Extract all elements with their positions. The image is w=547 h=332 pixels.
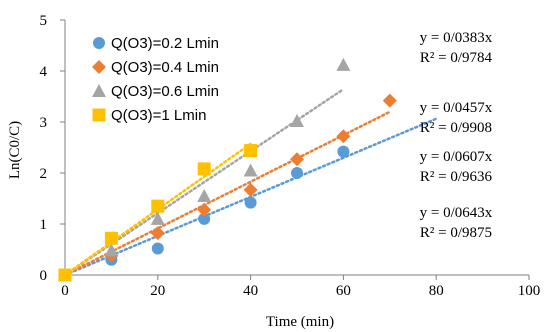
trendline-r-squared: R² = 0/9636 <box>420 169 493 185</box>
legend-marker <box>92 108 106 122</box>
trendline <box>63 110 392 277</box>
trendline-equation: y = 0/0643x <box>420 205 493 221</box>
data-point <box>104 231 118 245</box>
data-points <box>58 57 397 282</box>
data-point <box>382 93 397 108</box>
y-tick-label: 1 <box>40 217 48 233</box>
trendline <box>63 142 252 277</box>
legend-marker <box>92 84 106 97</box>
data-point <box>244 144 258 158</box>
trendline-equations: y = 0/0383x R² = 0/9784 y = 0/0457x R² = 0/… <box>420 30 493 241</box>
trendline-r-squared: R² = 0/9784 <box>420 50 493 66</box>
data-point <box>104 243 119 257</box>
x-tick-label: 80 <box>429 283 444 299</box>
y-axis-title: Ln(C0/C) <box>7 121 23 179</box>
y-tick-label: 4 <box>40 64 48 80</box>
data-point <box>243 182 258 197</box>
data-point <box>243 163 258 177</box>
legend-label: Q(O3)=0.2 Lmin <box>111 35 219 52</box>
data-point <box>151 199 165 213</box>
data-point <box>197 162 211 176</box>
x-tick-label: 40 <box>243 283 258 299</box>
trendline-equation: y = 0/0457x <box>420 100 493 116</box>
data-point <box>58 268 72 282</box>
legend-label: Q(O3)=1 Lmin <box>111 107 206 124</box>
y-tick-label: 0 <box>40 268 48 284</box>
data-point <box>291 167 303 179</box>
axes: 0 20 40 60 80 100 0 1 2 3 4 5 <box>40 13 541 299</box>
data-point <box>336 57 351 71</box>
trendline-equation: y = 0/0383x <box>420 30 493 46</box>
x-tick-label: 20 <box>150 283 165 299</box>
y-tick-label: 5 <box>40 13 48 29</box>
legend-label: Q(O3)=0.6 Lmin <box>111 83 219 100</box>
data-point <box>197 202 212 217</box>
data-point <box>336 129 351 144</box>
legend-marker <box>93 37 105 49</box>
data-point <box>290 152 304 167</box>
x-axis-title: Time (min) <box>266 314 334 330</box>
y-tick-label: 3 <box>40 115 48 131</box>
data-point <box>150 226 165 241</box>
y-tick-label: 2 <box>40 166 48 182</box>
trendline-r-squared: R² = 0/9908 <box>420 120 492 136</box>
data-point <box>151 242 164 255</box>
data-point <box>337 145 350 158</box>
data-point <box>198 212 211 225</box>
trendline-r-squared: R² = 0/9875 <box>420 225 492 241</box>
x-tick-label: 100 <box>518 283 541 299</box>
x-tick-label: 0 <box>61 283 69 299</box>
legend: Q(O3)=0.2 Lmin Q(O3)=0.4 Lmin Q(O3)=0.6 Lm… <box>92 35 219 124</box>
x-tick-label: 60 <box>336 283 351 299</box>
legend-marker <box>92 60 106 74</box>
data-point <box>244 196 257 209</box>
data-point <box>290 113 304 127</box>
trendline-equation: y = 0/0607x <box>420 149 493 165</box>
legend-label: Q(O3)=0.4 Lmin <box>111 59 219 76</box>
data-point <box>197 188 212 202</box>
data-point <box>150 211 165 225</box>
